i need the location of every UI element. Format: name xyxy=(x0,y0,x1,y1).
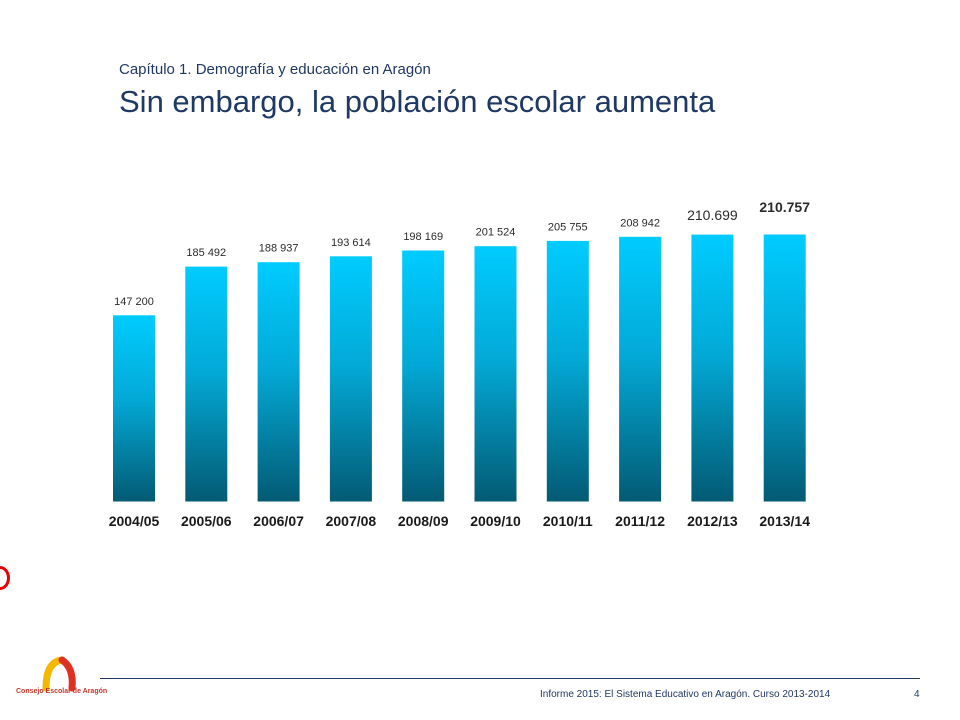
bar-chart: 147 200 2004/05 185 492 2005/06 188 937 2006/… xyxy=(109,199,811,529)
category-label-2009/10: 2009/10 xyxy=(470,513,521,529)
value-label-2009/10: 201 524 xyxy=(476,227,516,239)
value-label-2010/11: 205 755 xyxy=(548,221,588,233)
bar-2006/07 xyxy=(256,261,301,503)
value-label-2013/14: 210.757 xyxy=(759,199,810,215)
page-number: 4 xyxy=(914,689,920,700)
value-label-2006/07: 188 937 xyxy=(259,243,299,255)
consejo-escolar-logo-icon xyxy=(42,656,76,692)
value-label-2011/12: 208 942 xyxy=(620,217,660,229)
value-label-2012/13: 210.699 xyxy=(687,207,738,223)
category-label-2005/06: 2005/06 xyxy=(181,513,232,529)
category-label-2011/12: 2011/12 xyxy=(615,513,665,529)
value-label-2007/08: 193 614 xyxy=(331,237,371,249)
bar-2005/06 xyxy=(184,265,229,503)
red-decorative-mark xyxy=(0,566,10,590)
value-label-2008/09: 198 169 xyxy=(403,231,443,243)
footer-text: Informe 2015: El Sistema Educativo en Ar… xyxy=(540,689,831,700)
bar-2012/13 xyxy=(690,233,735,503)
bar-2010/11 xyxy=(545,239,590,503)
bar-2008/09 xyxy=(401,249,446,503)
bar-2009/10 xyxy=(473,245,518,503)
bar-2004/05 xyxy=(112,314,156,503)
bar-2011/12 xyxy=(618,235,663,503)
category-label-2007/08: 2007/08 xyxy=(326,513,377,529)
value-label-2005/06: 185 492 xyxy=(186,247,226,259)
page-title: Sin embargo, la población escolar aument… xyxy=(119,84,716,119)
logo-text: Consejo Escolar de Aragón xyxy=(16,688,108,695)
category-label-2010/11: 2010/11 xyxy=(543,513,593,529)
category-label-2013/14: 2013/14 xyxy=(759,513,810,529)
chapter-subtitle: Capítulo 1. Demografía y educación en Ar… xyxy=(119,61,431,78)
category-label-2006/07: 2006/07 xyxy=(253,513,304,529)
value-label-2004/05: 147 200 xyxy=(114,296,154,308)
bar-2013/14 xyxy=(762,233,807,503)
bar-2007/08 xyxy=(328,255,373,503)
category-label-2008/09: 2008/09 xyxy=(398,513,449,529)
footer-divider xyxy=(100,678,920,679)
category-label-2004/05: 2004/05 xyxy=(109,513,160,529)
category-label-2012/13: 2012/13 xyxy=(687,513,738,529)
